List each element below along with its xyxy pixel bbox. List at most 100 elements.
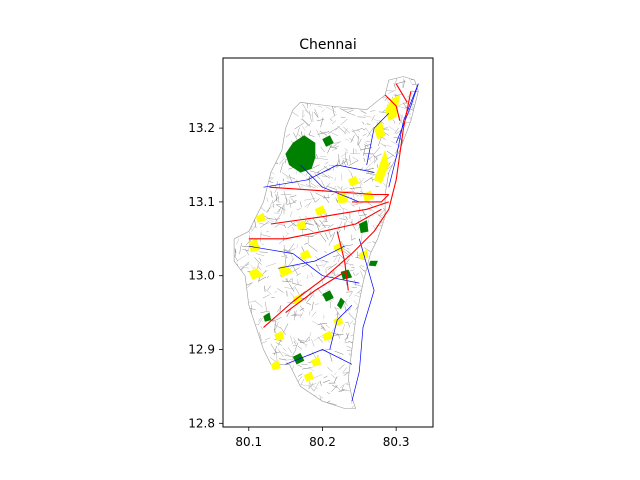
street-segment bbox=[346, 88, 351, 91]
street-segment bbox=[373, 376, 384, 381]
street-segment bbox=[381, 286, 385, 297]
open-area bbox=[333, 316, 344, 327]
street-segment bbox=[256, 113, 262, 123]
street-segment bbox=[270, 190, 273, 198]
street-segment bbox=[250, 357, 257, 365]
street-segment bbox=[299, 307, 305, 311]
street-segment bbox=[422, 136, 425, 146]
street-segment bbox=[411, 159, 415, 170]
street-segment bbox=[397, 394, 401, 401]
street-segment bbox=[242, 147, 245, 153]
street-segment bbox=[281, 172, 291, 179]
street-segment bbox=[260, 231, 262, 242]
street-segment bbox=[298, 407, 303, 409]
street-segment bbox=[339, 383, 346, 388]
street-segment bbox=[277, 349, 284, 357]
street-segment bbox=[274, 290, 278, 293]
street-segment bbox=[390, 240, 396, 248]
street-segment bbox=[340, 173, 343, 181]
street-segment bbox=[371, 83, 381, 92]
street-segment bbox=[236, 343, 240, 353]
street-segment bbox=[287, 243, 295, 252]
street-segment bbox=[410, 241, 414, 244]
street-segment bbox=[348, 169, 351, 173]
street-segment bbox=[306, 294, 313, 304]
street-segment bbox=[358, 72, 366, 76]
street-segment bbox=[297, 373, 303, 377]
street-segment bbox=[234, 361, 237, 366]
street-segment bbox=[354, 409, 364, 411]
street-segment bbox=[285, 231, 289, 235]
street-segment bbox=[325, 161, 329, 165]
street-segment bbox=[379, 305, 388, 310]
street-segment bbox=[357, 136, 359, 145]
street-segment bbox=[400, 409, 409, 411]
street-segment bbox=[334, 307, 340, 316]
street-segment bbox=[415, 76, 419, 81]
street-segment bbox=[234, 385, 237, 395]
street-segment bbox=[289, 278, 293, 281]
street-segment bbox=[240, 344, 243, 356]
street-segment bbox=[267, 202, 273, 213]
street-segment bbox=[419, 296, 425, 300]
street-segment bbox=[401, 345, 409, 350]
street-segment bbox=[316, 154, 318, 158]
street-segment bbox=[365, 374, 370, 377]
street-segment bbox=[320, 77, 328, 87]
street-segment bbox=[280, 205, 284, 214]
street-segment bbox=[330, 103, 342, 106]
street-segment bbox=[404, 147, 409, 150]
minor-road-layer bbox=[248, 83, 419, 402]
park-area bbox=[263, 312, 272, 322]
street-segment bbox=[235, 206, 241, 212]
street-segment bbox=[281, 67, 283, 71]
street-segment bbox=[413, 285, 419, 291]
street-segment bbox=[324, 250, 327, 254]
street-segment bbox=[349, 137, 354, 142]
street-segment bbox=[281, 255, 288, 258]
street-segment bbox=[280, 327, 287, 336]
street-segment bbox=[383, 397, 394, 404]
street-segment bbox=[381, 411, 385, 416]
street-segment bbox=[421, 169, 427, 178]
street-segment bbox=[366, 167, 374, 172]
street-segment bbox=[354, 396, 359, 405]
street-segment bbox=[347, 111, 351, 113]
street-segment bbox=[397, 331, 403, 335]
street-segment bbox=[399, 177, 410, 184]
x-axis: 80.1 80.2 80.3 bbox=[235, 427, 410, 449]
street-segment bbox=[409, 330, 414, 332]
street-segment bbox=[382, 74, 388, 76]
street-segment bbox=[365, 292, 374, 295]
street-segment bbox=[262, 156, 271, 165]
street-segment bbox=[392, 321, 399, 324]
city-boundary-layer bbox=[233, 76, 419, 409]
street-segment bbox=[392, 361, 397, 367]
street-segment bbox=[363, 151, 372, 161]
street-segment bbox=[274, 188, 278, 194]
street-segment bbox=[317, 226, 326, 233]
street-segment bbox=[280, 118, 284, 123]
street-segment bbox=[378, 284, 381, 291]
street-segment bbox=[321, 173, 331, 179]
street-segment bbox=[357, 343, 368, 351]
street-segment bbox=[374, 305, 378, 311]
street-segment bbox=[349, 155, 351, 164]
street-segment bbox=[412, 235, 418, 241]
street-segment bbox=[238, 318, 249, 325]
street-segment bbox=[284, 255, 287, 266]
street-segment bbox=[391, 346, 395, 351]
street-segment bbox=[329, 353, 333, 362]
street-segment bbox=[404, 366, 408, 370]
street-segment bbox=[365, 95, 371, 104]
street-segment bbox=[398, 190, 405, 198]
street-segment bbox=[274, 321, 279, 331]
street-segment bbox=[239, 157, 244, 165]
street-segment bbox=[337, 185, 342, 190]
street-segment bbox=[305, 336, 310, 343]
street-segment bbox=[303, 222, 315, 226]
street-segment bbox=[327, 73, 328, 76]
street-segment bbox=[352, 129, 359, 139]
street-segment bbox=[281, 373, 287, 383]
street-segment bbox=[231, 410, 240, 415]
